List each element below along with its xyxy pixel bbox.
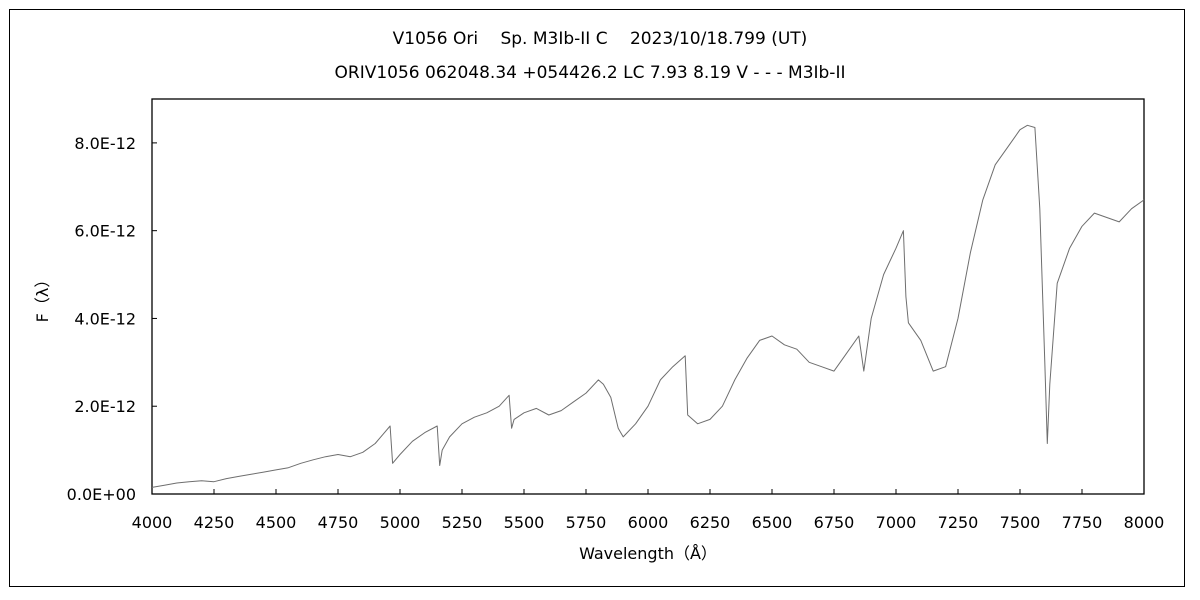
x-tick-label: 8000 [1124,513,1165,532]
x-axis: 4000 4250 4500 4750 5000 5250 5500 5750 6000 6250… [132,489,1165,532]
x-tick-label: 5500 [504,513,545,532]
x-tick-label: 6500 [752,513,793,532]
y-tick-label: 0.0E+00 [67,485,136,504]
x-tick-label: 6000 [628,513,669,532]
x-tick-label: 5750 [566,513,607,532]
x-tick-label: 7750 [1062,513,1103,532]
y-tick-label: 4.0E-12 [74,309,136,328]
x-tick-label: 6250 [690,513,731,532]
y-axis-label: F（λ） [33,272,52,323]
y-tick-label: 8.0E-12 [74,134,136,153]
x-tick-label: 4750 [318,513,359,532]
x-tick-label: 4000 [132,513,173,532]
x-tick-label: 7500 [1000,513,1041,532]
x-tick-label: 5250 [442,513,483,532]
x-tick-label: 7250 [938,513,979,532]
spectrum-series-line [151,124,1145,488]
x-tick-label: 5000 [380,513,421,532]
chart-subtitle: ORIV1056 062048.34 +054426.2 LC 7.93 8.1… [335,63,846,83]
x-tick-label: 4500 [256,513,297,532]
x-tick-label: 4250 [194,513,235,532]
x-tick-label: 6750 [814,513,855,532]
x-axis-label: Wavelength（Å） [579,544,717,563]
chart-frame [9,9,1185,587]
y-tick-label: 2.0E-12 [74,397,136,416]
y-axis: 0.0E+00 2.0E-12 4.0E-12 6.0E-12 8.0E-12 [67,134,157,504]
y-tick-label: 6.0E-12 [74,222,136,241]
plot-area [151,98,1145,495]
x-tick-label: 7000 [876,513,917,532]
chart-title: V1056 Ori Sp. M3Ib-II C 2023/10/18.799 (… [393,29,808,49]
